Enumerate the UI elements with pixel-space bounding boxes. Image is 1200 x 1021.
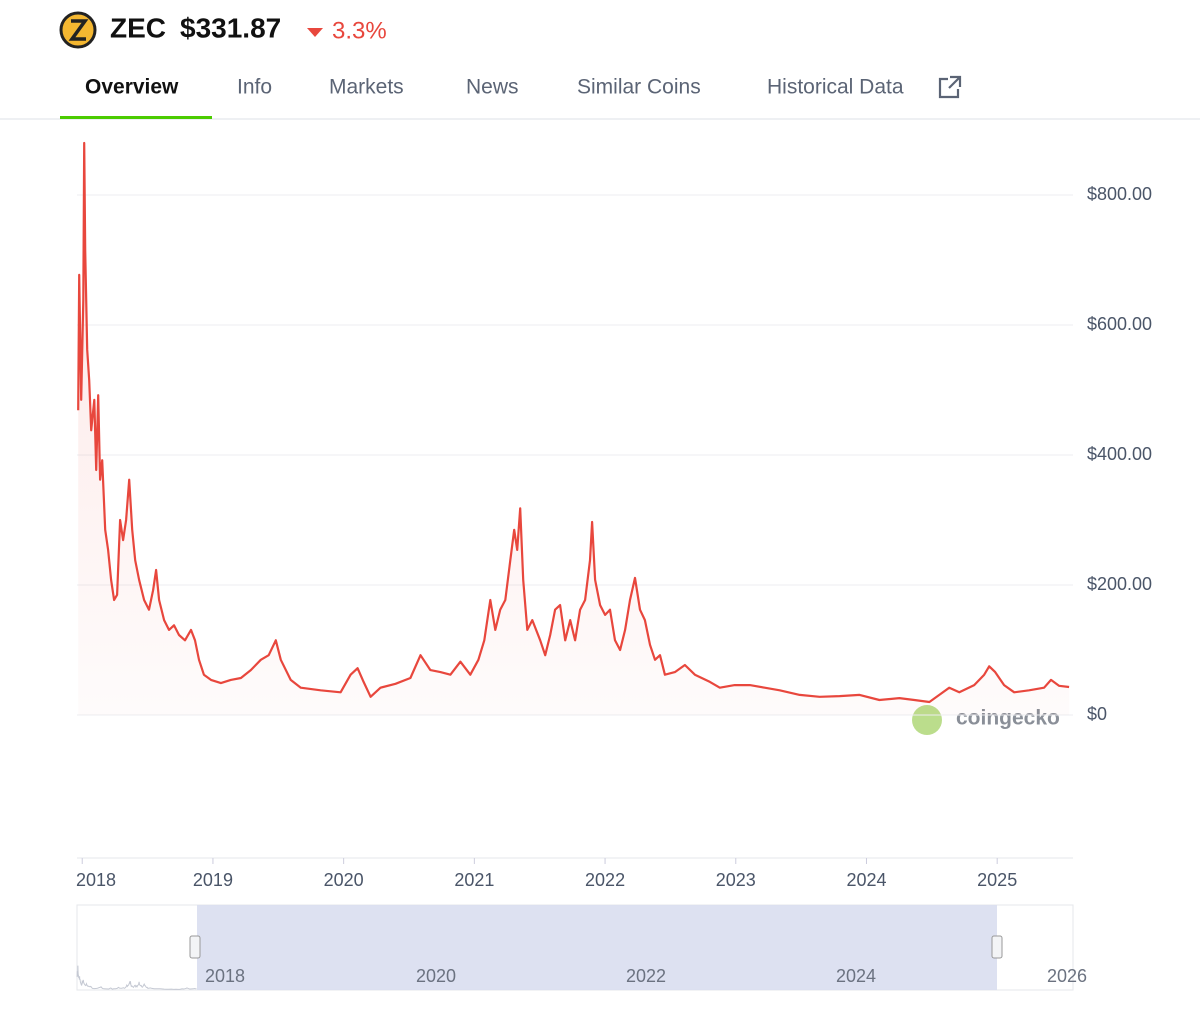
navigator-handle[interactable] [189,935,201,959]
navigator-selection [197,905,997,990]
y-tick-label: $200.00 [1087,574,1152,594]
y-tick-label: $600.00 [1087,314,1152,334]
x-tick-label: 2018 [76,870,116,890]
down-arrow [307,28,323,37]
active-tab-underline [60,116,212,119]
navigator-label: 2024 [836,966,876,986]
external-link-icon [938,75,962,99]
navigator-label: 2022 [626,966,666,986]
navigator-handle[interactable] [991,935,1003,959]
y-tick-label: $0 [1087,704,1107,724]
tab[interactable]: News [466,76,519,99]
x-tick-label: 2020 [324,870,364,890]
navigator-label: 2026 [1047,966,1087,986]
x-tick-label: 2022 [585,870,625,890]
price-area [78,143,1070,715]
navigator-label: 2020 [416,966,456,986]
coin-icon-glyph [68,19,89,41]
tab[interactable]: Historical Data [767,76,904,99]
tab-bar: Overview Info Markets News Similar Coins Hist… [85,76,904,99]
x-tick-label: 2024 [846,870,886,890]
price-change: 3.3% [332,17,387,44]
navigator-label: 2018 [205,966,245,986]
tab[interactable]: Overview [85,76,179,99]
x-tick-label: 2021 [454,870,494,890]
price-line [77,141,1070,704]
tab[interactable]: Info [237,76,272,99]
tab[interactable]: Markets [329,76,404,99]
y-tick-label: $800.00 [1087,184,1152,204]
coin-symbol: ZEC [110,12,166,43]
x-tick-label: 2025 [977,870,1017,890]
y-tick-label: $400.00 [1087,444,1152,464]
tab[interactable]: Similar Coins [577,76,701,99]
navigator-line [76,965,197,990]
x-tick-label: 2023 [716,870,756,890]
coin-price: $331.87 [180,12,281,43]
x-tick-label: 2019 [193,870,233,890]
